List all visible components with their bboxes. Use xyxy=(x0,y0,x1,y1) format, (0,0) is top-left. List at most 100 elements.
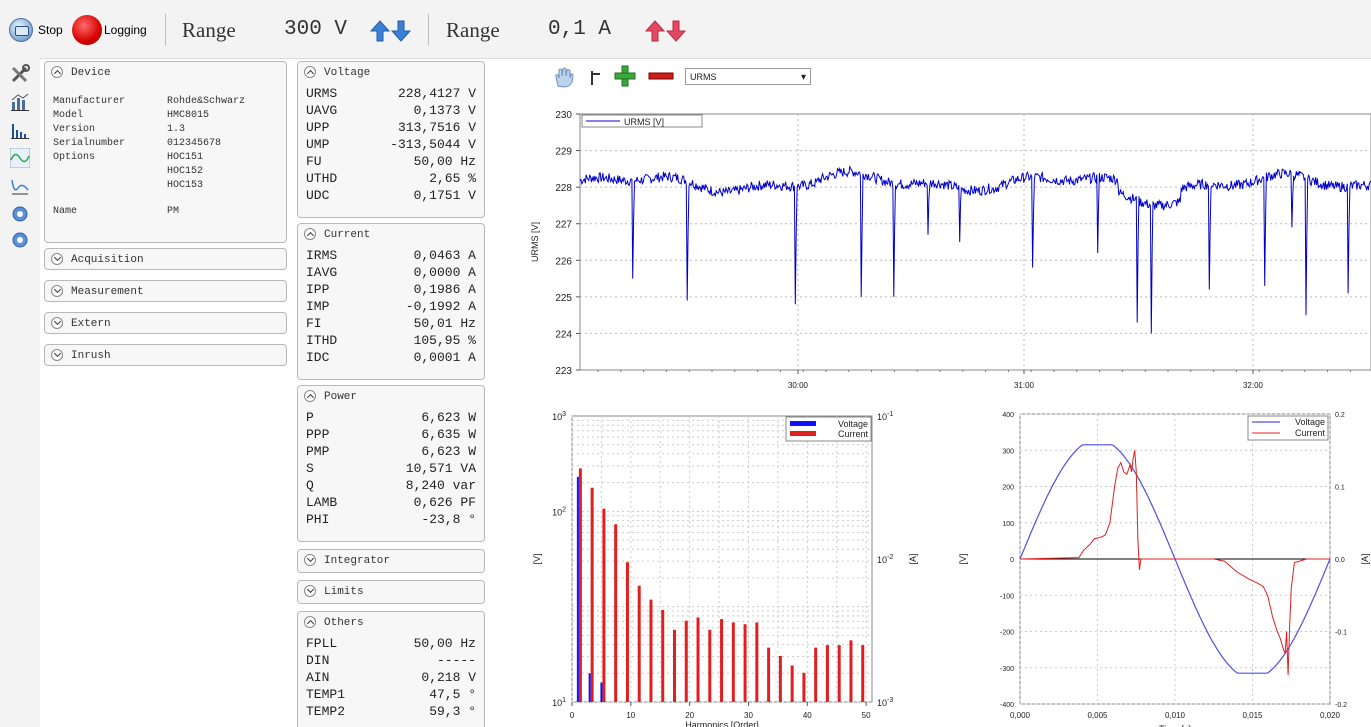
device-panel-title: Device xyxy=(71,67,111,79)
logging-icon[interactable] xyxy=(72,15,102,45)
current-range-label: Range xyxy=(446,18,500,42)
stop-icon[interactable] xyxy=(9,18,33,42)
collapse-icon[interactable] xyxy=(304,228,316,240)
add-plus-icon[interactable] xyxy=(613,64,637,88)
voltage-quantity-value: 0,1751 V xyxy=(413,188,476,203)
main-toolbar: Stop Logging Range 300 V Range 0,1 A xyxy=(0,0,1371,59)
device-field-label: Serialnumber xyxy=(53,138,126,149)
current-harmonic-bar xyxy=(802,672,806,702)
right-axis-label: [A] xyxy=(1360,553,1370,564)
current-quantity-value: 105,95 % xyxy=(413,333,476,348)
current-harmonic-bar xyxy=(602,508,606,702)
current-waveform-line xyxy=(1019,450,1330,676)
remove-minus-icon[interactable] xyxy=(648,72,674,80)
current-harmonic-bar xyxy=(778,655,782,702)
collapse-icon[interactable] xyxy=(304,66,316,78)
tools-icon[interactable] xyxy=(10,64,30,84)
measurement-title: Measurement xyxy=(71,286,144,298)
current-quantity-value: 0,0001 A xyxy=(413,350,476,365)
current-harmonic-bar xyxy=(614,524,618,702)
integrator-section[interactable]: Integrator xyxy=(297,549,485,573)
power-quantity-value: 6,623 W xyxy=(421,410,476,425)
measurement-section[interactable]: Measurement xyxy=(44,280,287,302)
current-harmonic-bar xyxy=(649,599,653,702)
current-harmonic-bar xyxy=(731,622,735,702)
acquisition-section[interactable]: Acquisition xyxy=(44,248,287,270)
current-harmonic-bar xyxy=(696,617,700,702)
others-panel-header[interactable]: Others xyxy=(298,612,484,634)
voltage-panel-title: Voltage xyxy=(324,67,371,79)
current-range-down-icon[interactable] xyxy=(666,20,686,42)
x-axis-label: Time [s] xyxy=(1159,724,1191,727)
measurement-select[interactable]: URMS xyxy=(685,68,811,86)
power-quantity-label: LAMB xyxy=(306,495,338,510)
bar-chart-icon[interactable] xyxy=(10,92,30,112)
limits-section[interactable]: Limits xyxy=(297,580,485,604)
voltage-quantity-label: UAVG xyxy=(306,103,338,118)
waveform-icon[interactable] xyxy=(10,148,30,168)
x-tick-label: 50 xyxy=(862,711,871,720)
stop-button-label[interactable]: Stop xyxy=(38,23,63,37)
expand-icon[interactable] xyxy=(304,585,316,597)
current-panel-header[interactable]: Current xyxy=(298,224,484,246)
voltage-quantity-value: 2,65 % xyxy=(429,171,476,186)
collapse-icon[interactable] xyxy=(304,616,316,628)
others-quantity-value: ----- xyxy=(436,653,476,668)
extern-section[interactable]: Extern xyxy=(44,312,287,334)
harmonics-chart[interactable]: 0 10 20 30 40 50 101 102 103 10-3 10-2 10-1 Harmonic… xyxy=(520,394,932,727)
collapse-icon[interactable] xyxy=(51,66,63,78)
voltage-panel-header[interactable]: Voltage xyxy=(298,62,484,84)
voltage-quantity-label: UMP xyxy=(306,137,330,152)
collapse-icon[interactable] xyxy=(304,390,316,402)
x-tick-label: 10 xyxy=(626,711,635,720)
others-panel-title: Others xyxy=(324,617,364,629)
urms-time-chart[interactable]: 223 224 225 226 227 228 229 230 30:00 31:00 32:00 U… xyxy=(520,102,1371,442)
current-harmonic-bar xyxy=(625,562,629,702)
left-tick-label: 102 xyxy=(552,506,566,517)
curve-icon[interactable] xyxy=(10,176,30,196)
left-tick-label: 0 xyxy=(1010,557,1014,564)
voltage-panel: Voltage URMS 228,4127 V UAVG 0,1373 V UPP 313… xyxy=(297,61,485,218)
power-quantity-label: P xyxy=(306,410,314,425)
waveform-chart[interactable]: -400 -300 -200 -100 0 100 200 300 400 -0.2 -0.1 0.0… xyxy=(940,394,1371,727)
power-quantity-value: -23,8 ° xyxy=(421,512,476,527)
current-range-up-icon[interactable] xyxy=(645,20,665,42)
power-quantity-label: Q xyxy=(306,478,314,493)
current-harmonic-bar xyxy=(708,629,712,702)
power-panel-header[interactable]: Power xyxy=(298,386,484,408)
logging-button-label[interactable]: Logging xyxy=(104,23,147,37)
x-tick-label: 0,020 xyxy=(1320,711,1341,720)
side-icon-strip xyxy=(0,58,40,727)
right-tick-label: 0.1 xyxy=(1335,485,1345,492)
current-harmonic-bar xyxy=(767,647,771,702)
toolbar-separator xyxy=(428,14,429,46)
device-panel-header[interactable]: Device xyxy=(45,62,286,84)
pan-hand-icon[interactable] xyxy=(552,66,576,88)
zoom-out-icon[interactable] xyxy=(10,230,30,250)
inrush-section[interactable]: Inrush xyxy=(44,344,287,366)
left-tick-label: 101 xyxy=(552,697,566,708)
device-field-label: Manufacturer xyxy=(53,96,126,107)
y-axis-label: URMS [V] xyxy=(530,222,540,262)
zoom-in-icon[interactable] xyxy=(10,204,30,224)
current-harmonic-bar xyxy=(849,640,853,702)
expand-icon[interactable] xyxy=(51,285,63,297)
expand-icon[interactable] xyxy=(51,253,63,265)
power-quantity-value: 6,623 W xyxy=(421,444,476,459)
x-tick-label: 0,005 xyxy=(1087,711,1108,720)
expand-icon[interactable] xyxy=(51,317,63,329)
voltage-range-down-icon[interactable] xyxy=(391,20,411,42)
left-tick-label: 300 xyxy=(1002,448,1014,455)
y-tick-label: 228 xyxy=(555,183,572,194)
right-tick-label: -0.2 xyxy=(1335,702,1347,709)
legend-label-voltage: Voltage xyxy=(1295,417,1325,427)
power-quantity-value: 8,240 var xyxy=(405,478,476,493)
cursor-icon[interactable] xyxy=(588,68,606,86)
voltage-range-up-icon[interactable] xyxy=(370,20,390,42)
histogram-icon[interactable] xyxy=(10,120,30,140)
x-tick-label: 0,000 xyxy=(1010,711,1031,720)
current-panel: Current IRMS 0,0463 A IAVG 0,0000 A IPP 0,198… xyxy=(297,223,485,380)
expand-icon[interactable] xyxy=(51,349,63,361)
expand-icon[interactable] xyxy=(304,554,316,566)
right-tick-label: 10-3 xyxy=(877,697,893,708)
